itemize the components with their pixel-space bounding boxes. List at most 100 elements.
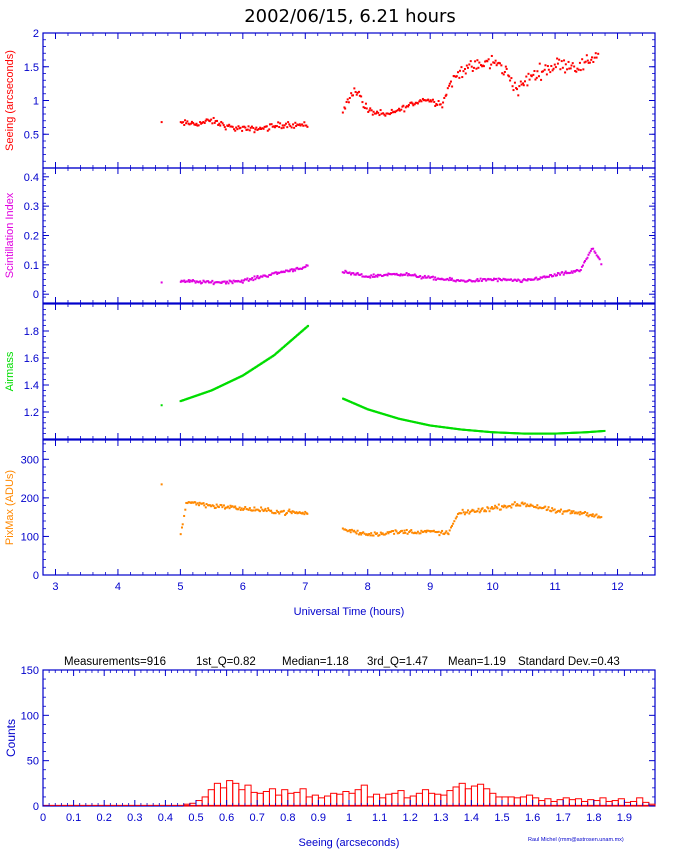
data-point <box>515 87 518 90</box>
data-point <box>243 125 246 128</box>
data-point <box>495 277 498 280</box>
data-point <box>583 261 586 264</box>
data-point <box>506 505 509 508</box>
data-point <box>461 279 464 282</box>
data-point <box>203 280 206 283</box>
data-point <box>188 123 191 126</box>
data-point <box>431 275 434 278</box>
x-tick-label: 8 <box>365 581 371 593</box>
data-point <box>423 274 426 277</box>
data-point <box>205 280 208 283</box>
data-point <box>222 124 225 127</box>
data-point <box>382 533 385 536</box>
hist-y-tick-label: 0 <box>33 801 39 813</box>
data-point <box>372 110 375 113</box>
hist-x-tick-label: 1 <box>346 812 352 824</box>
data-point <box>557 272 560 275</box>
data-point <box>299 512 302 515</box>
data-point <box>249 278 252 281</box>
data-point <box>564 71 567 74</box>
data-point <box>581 264 584 267</box>
data-point <box>471 280 474 283</box>
hist-x-tick-label: 0.3 <box>127 812 142 824</box>
data-point <box>186 120 189 123</box>
data-point <box>289 125 292 128</box>
data-point <box>584 511 587 514</box>
data-point <box>369 107 372 110</box>
data-point <box>345 270 348 273</box>
data-point <box>392 529 395 532</box>
data-point <box>470 510 473 513</box>
data-point <box>234 280 237 283</box>
data-point <box>413 273 416 276</box>
data-point <box>594 514 597 517</box>
hist-x-tick-label: 1.3 <box>433 812 448 824</box>
data-point <box>502 73 505 76</box>
data-point <box>402 532 405 535</box>
data-point <box>290 268 293 271</box>
data-point <box>564 63 567 66</box>
data-point <box>217 506 220 509</box>
data-point <box>504 278 507 281</box>
data-point <box>360 273 363 276</box>
data-point <box>518 279 521 282</box>
data-point <box>443 278 446 281</box>
data-point <box>180 279 183 282</box>
data-point <box>484 278 487 281</box>
data-point <box>414 274 417 277</box>
data-point <box>287 270 290 273</box>
data-point <box>197 281 200 284</box>
data-point <box>418 100 421 103</box>
data-point <box>534 277 537 280</box>
data-point <box>194 501 197 504</box>
data-point <box>603 429 606 432</box>
data-point <box>261 508 264 511</box>
data-point <box>520 281 523 284</box>
data-point <box>469 60 472 63</box>
data-point <box>535 276 538 279</box>
y-tick-label: 0 <box>33 289 39 301</box>
data-point <box>519 280 522 283</box>
data-point <box>226 280 229 283</box>
data-point <box>450 526 453 529</box>
data-point <box>261 127 264 130</box>
data-point <box>449 80 452 83</box>
data-point <box>534 78 537 81</box>
data-point <box>530 75 533 78</box>
data-point <box>502 277 505 280</box>
data-segment <box>179 116 309 134</box>
data-point <box>304 265 307 268</box>
data-point <box>494 278 497 281</box>
data-point <box>427 98 430 101</box>
data-point <box>259 275 262 278</box>
data-point <box>348 529 351 532</box>
data-point <box>301 123 304 126</box>
data-point <box>278 512 281 515</box>
data-point <box>527 504 530 507</box>
data-point <box>370 532 373 535</box>
data-point <box>547 68 550 71</box>
data-point <box>511 85 514 88</box>
data-segment <box>179 264 309 286</box>
data-point <box>578 61 581 64</box>
data-point <box>378 114 381 117</box>
data-point <box>160 404 163 407</box>
data-point <box>565 510 568 513</box>
data-point <box>497 503 500 506</box>
data-point <box>216 281 219 284</box>
data-point <box>419 99 422 102</box>
data-point <box>268 123 271 126</box>
data-point <box>524 278 527 281</box>
data-point <box>297 123 300 126</box>
data-point <box>390 108 393 111</box>
data-point <box>554 66 557 69</box>
y-tick-label: 100 <box>21 531 39 543</box>
data-point <box>229 125 232 128</box>
data-point <box>594 52 597 55</box>
data-point <box>523 80 526 83</box>
data-point <box>469 279 472 282</box>
data-point <box>199 121 202 124</box>
hist-y-tick-label: 100 <box>21 710 39 722</box>
data-point <box>398 531 401 534</box>
data-point <box>273 271 276 274</box>
